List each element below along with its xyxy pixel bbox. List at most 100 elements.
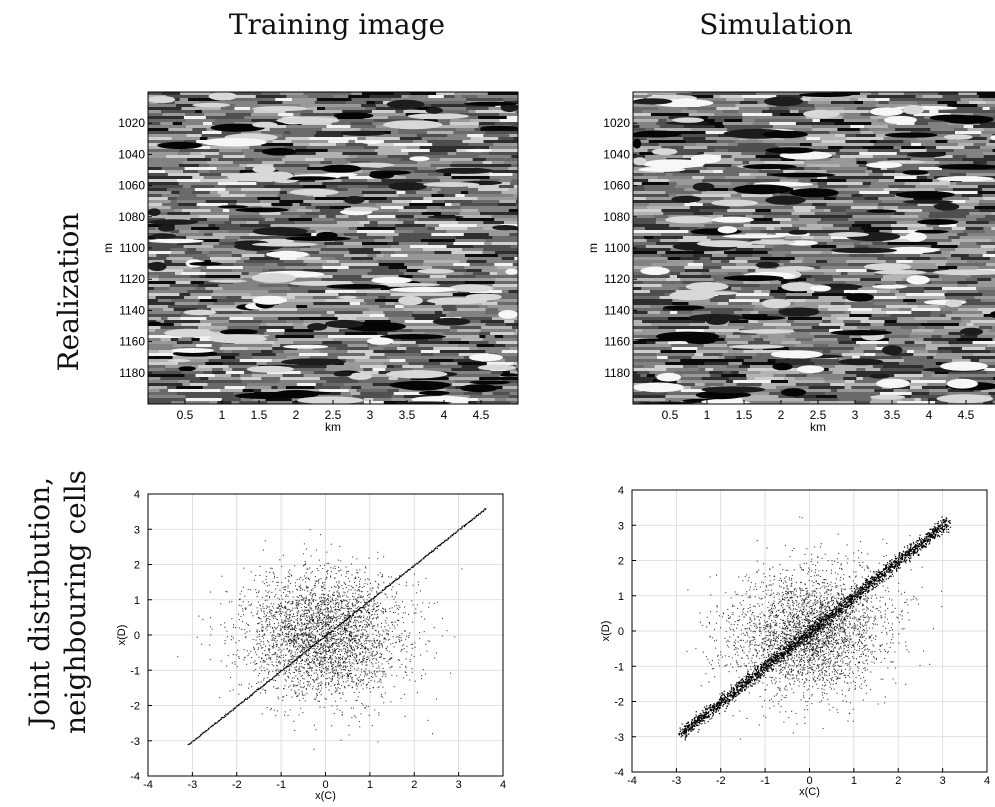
heatmap-cell — [864, 197, 879, 201]
heatmap-cell — [428, 359, 454, 363]
heatmap-cell — [160, 377, 201, 381]
data-point — [302, 624, 304, 626]
heatmap-cell — [148, 245, 184, 249]
heatmap-cell — [705, 137, 740, 141]
heatmap-cell — [772, 194, 808, 198]
heatmap-cell — [703, 353, 723, 357]
heatmap-cell — [299, 401, 311, 405]
data-point — [308, 653, 310, 655]
data-point — [311, 628, 313, 630]
heatmap-cell — [914, 398, 922, 402]
data-point — [340, 633, 342, 635]
heatmap-cell — [854, 221, 881, 225]
data-point — [298, 647, 300, 649]
heatmap-cell — [215, 392, 234, 396]
heatmap-cell — [837, 191, 844, 195]
heatmap-cell — [692, 176, 705, 180]
heatmap-cell — [403, 221, 415, 225]
heatmap-cell — [837, 356, 853, 360]
heatmap-cell — [650, 305, 673, 309]
heatmap-cell — [633, 191, 666, 195]
data-point — [360, 653, 362, 655]
heatmap-cell — [979, 122, 995, 126]
data-point — [310, 632, 312, 634]
heatmap-cell — [889, 191, 900, 195]
heatmap-cell — [406, 257, 437, 261]
heatmap-cell — [485, 158, 519, 162]
data-point — [281, 650, 283, 652]
heatmap-cell — [303, 260, 328, 264]
heatmap-cell — [756, 332, 792, 336]
heatmap-cell — [772, 254, 786, 258]
heatmap-cell — [911, 308, 941, 312]
heatmap-cell — [361, 92, 395, 96]
heatmap-cell — [396, 179, 423, 183]
data-point — [245, 636, 247, 638]
heatmap-cell — [187, 158, 212, 162]
heatmap-cell — [965, 221, 990, 225]
heatmap-cell — [466, 98, 504, 102]
heatmap-cell — [804, 167, 821, 171]
heatmap-cell — [482, 392, 494, 396]
heatmap-cell — [190, 293, 212, 297]
heatmap-cell — [211, 332, 225, 336]
heatmap-cell — [928, 197, 943, 201]
heatmap-cell — [385, 236, 394, 240]
data-point — [313, 680, 315, 682]
heatmap-cell — [857, 287, 897, 291]
heatmap-cell — [148, 296, 157, 300]
heatmap-cell — [819, 119, 845, 123]
heatmap-cell — [271, 386, 278, 390]
data-point — [335, 624, 337, 626]
heatmap-cell — [937, 347, 963, 351]
scatter-points — [177, 508, 487, 750]
heatmap-cell — [443, 332, 480, 336]
data-point — [319, 662, 321, 664]
data-point — [296, 600, 298, 602]
heatmap-cell — [436, 254, 466, 258]
heatmap-cell — [511, 155, 519, 159]
heatmap-cell — [327, 353, 366, 357]
heatmap-cell — [881, 200, 919, 204]
heatmap-cell — [644, 296, 660, 300]
data-point — [318, 607, 320, 609]
heatmap-cell — [680, 272, 702, 276]
heatmap-cell — [217, 377, 241, 381]
data-point — [352, 646, 354, 648]
heatmap-cell — [479, 377, 519, 381]
heatmap-cell — [856, 326, 872, 330]
heatmap-cell — [512, 326, 519, 330]
heatmap-cell — [721, 362, 729, 366]
heatmap-cell — [367, 254, 377, 258]
heatmap-lens — [183, 309, 217, 316]
heatmap-cell — [247, 323, 260, 327]
heatmap-cell — [266, 323, 294, 327]
heatmap-cell — [849, 335, 871, 339]
data-point — [345, 681, 347, 683]
heatmap-cell — [343, 242, 363, 246]
heatmap-cell — [974, 296, 995, 300]
heatmap-cell — [847, 272, 876, 276]
heatmap-cell — [228, 320, 263, 324]
heatmap-cell — [798, 179, 811, 183]
heatmap-cell — [991, 278, 995, 282]
heatmap-lens — [846, 293, 874, 302]
heatmap-cell — [244, 155, 258, 159]
heatmap-cell — [690, 386, 712, 390]
heatmap-cell — [920, 170, 945, 174]
heatmap-cell — [407, 254, 437, 258]
data-point — [332, 664, 334, 666]
heatmap-cell — [747, 260, 781, 264]
heatmap-cell — [157, 299, 172, 303]
heatmap-cell — [366, 101, 376, 105]
data-point — [343, 669, 345, 671]
heatmap-cell — [651, 323, 690, 327]
heatmap-cell — [317, 137, 358, 141]
heatmap-cell — [293, 143, 310, 147]
data-point — [272, 647, 274, 649]
heatmap-cell — [303, 374, 339, 378]
heatmap-cell — [264, 281, 299, 285]
heatmap-cell — [800, 341, 839, 345]
heatmap-cell — [853, 257, 878, 261]
heatmap-lens — [633, 382, 684, 393]
